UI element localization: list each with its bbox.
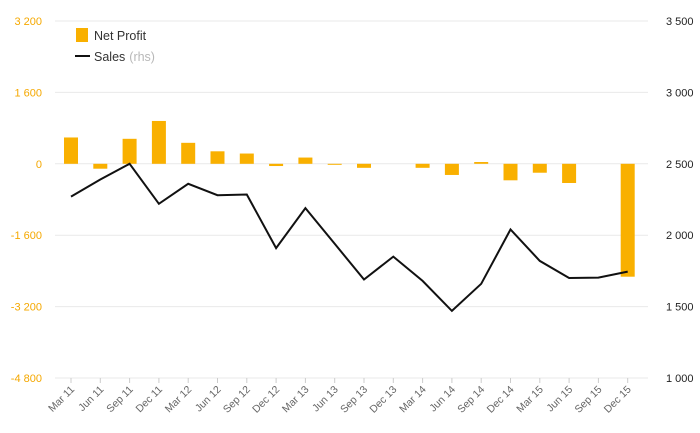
- x-tick-label: Sep 11: [104, 384, 136, 416]
- right-tick-label: 1 500: [666, 302, 694, 314]
- x-tick-label: Jun 13: [310, 384, 341, 415]
- legend-label-sales: Sales (rhs): [94, 50, 155, 64]
- x-tick-label: Sep 12: [221, 384, 253, 416]
- legend: Net Profit Sales (rhs): [75, 28, 155, 64]
- left-tick-label: -4 800: [11, 373, 42, 385]
- x-tick-label: Sep 15: [573, 384, 605, 416]
- right-tick-label: 2 500: [666, 159, 694, 171]
- right-tick-label: 2 000: [666, 230, 694, 242]
- left-tick-label: -1 600: [11, 230, 42, 242]
- x-tick-label: Dec 11: [134, 384, 166, 416]
- net-profit-bar: [620, 163, 635, 277]
- net-profit-bar: [239, 153, 254, 164]
- x-tick-label: Mar 12: [163, 384, 195, 416]
- net-profit-bar: [503, 163, 518, 181]
- left-tick-label: 3 200: [14, 16, 42, 28]
- x-tick-label: Mar 14: [397, 384, 429, 416]
- x-tick-label: Sep 13: [338, 384, 370, 416]
- x-tick-label: Jun 12: [193, 384, 224, 415]
- x-tick-label: Mar 15: [514, 384, 546, 416]
- net-profit-bar: [210, 151, 225, 164]
- x-tick-label: Jun 11: [76, 384, 106, 414]
- net-profit-bar: [357, 163, 371, 168]
- right-y-axis: 3 500 3 000 2 500 2 000 1 500 1 000: [666, 16, 694, 385]
- right-tick-label: 3 500: [666, 16, 694, 28]
- net-profit-bar: [562, 163, 577, 183]
- sales-line-series: [70, 162, 628, 313]
- legend-swatch-net-profit: [76, 28, 88, 42]
- x-tick-label: Jun 14: [427, 384, 458, 415]
- net-profit-bar: [444, 163, 459, 175]
- x-tick-label: Dec 12: [250, 384, 282, 416]
- net-profit-bar: [415, 163, 430, 168]
- net-profit-bar: [64, 137, 78, 164]
- legend-label-sales-name: Sales: [94, 50, 125, 64]
- net-profit-bar: [532, 163, 547, 173]
- net-profit-bar: [269, 163, 284, 167]
- left-tick-label: -3 200: [11, 302, 42, 314]
- net-profit-bar: [93, 163, 108, 169]
- x-tick-label: Dec 15: [602, 384, 634, 416]
- x-tick-label: Dec 14: [485, 384, 517, 416]
- x-tick-label: Mar 11: [46, 384, 77, 415]
- sales-line: [70, 162, 628, 313]
- net-profit-bar: [151, 120, 166, 164]
- net-profit-bar: [181, 142, 196, 164]
- net-profit-bar: [474, 162, 489, 164]
- net-profit-bar: [327, 163, 342, 165]
- left-tick-label: 1 600: [14, 87, 42, 99]
- net-profit-bars: [64, 120, 635, 277]
- legend-label-net-profit: Net Profit: [94, 29, 147, 43]
- x-tick-label: Jun 15: [544, 384, 575, 415]
- legend-label-sales-note: (rhs): [129, 50, 155, 64]
- right-tick-label: 3 000: [666, 87, 694, 99]
- x-tick-label: Mar 13: [280, 384, 312, 416]
- left-y-axis: 3 200 1 600 0 -1 600 -3 200 -4 800: [11, 16, 42, 385]
- x-tick-label: Dec 13: [367, 384, 399, 416]
- net-profit-bar: [298, 157, 313, 164]
- net-profit-bar: [122, 138, 137, 164]
- left-tick-label: 0: [36, 159, 42, 171]
- gridlines: [55, 20, 648, 379]
- x-tick-label: Sep 14: [455, 384, 487, 416]
- right-tick-label: 1 000: [666, 373, 694, 385]
